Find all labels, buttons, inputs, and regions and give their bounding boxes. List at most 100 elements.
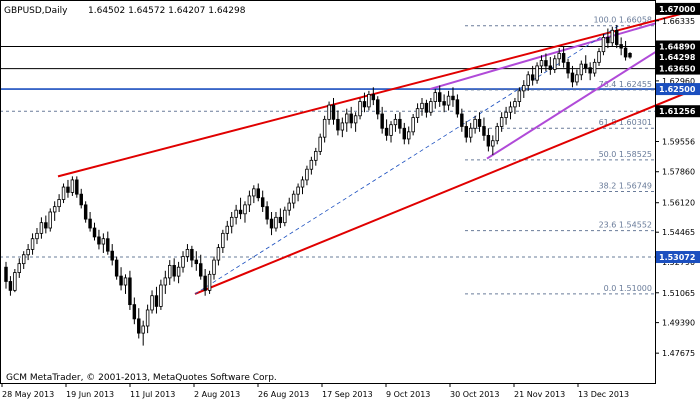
fib-label-0: 100.0 1.66058 (593, 16, 652, 25)
candle-body (274, 216, 278, 229)
candle-body (393, 118, 398, 126)
candle-body (614, 29, 619, 45)
candle-body (601, 37, 606, 53)
candle-body (468, 127, 473, 138)
candle-body (353, 115, 358, 124)
candle-body (26, 248, 30, 256)
fib-label-4: 38.2 1.56749 (599, 182, 652, 191)
candle-body (119, 275, 123, 286)
candle-body (83, 204, 88, 220)
candle-body (606, 37, 610, 44)
time-tick-label: 19 Jun 2013 (66, 390, 114, 399)
candle-body (486, 134, 491, 147)
candle-body (504, 111, 508, 118)
candle-body (473, 118, 477, 129)
candle-body (513, 101, 517, 108)
candle-body (460, 113, 464, 127)
candle-body (548, 65, 553, 70)
candle-body (137, 318, 141, 334)
candle-body (114, 259, 119, 277)
candle-body (30, 238, 35, 250)
candle-body (260, 197, 265, 208)
candle-body (557, 53, 561, 60)
price-tick-label: 1.57860 (662, 168, 695, 177)
candle-body (566, 61, 570, 74)
candle-body (168, 265, 172, 279)
candles (4, 24, 632, 346)
candle-body (141, 325, 145, 334)
price-label-text: 1.64298 (659, 53, 696, 62)
candle-body (154, 295, 159, 307)
candle-body (482, 126, 486, 136)
candle-body (358, 101, 362, 117)
time-tick-label: 2 Aug 2013 (194, 390, 240, 399)
time-tick-label: 28 May 2013 (2, 390, 54, 399)
candle-body (75, 179, 79, 195)
candle-body (592, 61, 597, 74)
candle-body (39, 222, 44, 234)
candle-body (234, 209, 238, 218)
candle-body (176, 266, 181, 277)
candle-body (437, 92, 442, 102)
candle-body (535, 65, 539, 81)
price-axis: 1.663351.648901.629601.612551.595561.578… (656, 2, 700, 358)
price-label-text: 1.63650 (659, 65, 696, 74)
candle-body (420, 102, 424, 110)
candle-body (522, 85, 526, 92)
candle-body (446, 95, 451, 106)
candle-body (17, 263, 22, 273)
candle-body (150, 295, 154, 311)
candle-body (252, 188, 256, 197)
candle-body (128, 277, 132, 306)
price-label-text: 1.61256 (659, 107, 696, 116)
candle-body (243, 204, 247, 215)
candle-body (44, 222, 48, 229)
candle-body (318, 136, 322, 152)
copyright-label: GCM MetaTrader, © 2001-2013, MetaQuotes … (6, 373, 277, 383)
price-tick-label: 1.59556 (662, 138, 695, 147)
candle-body (327, 104, 331, 120)
price-label-box (656, 83, 700, 96)
time-tick-label: 21 Nov 2013 (514, 390, 565, 399)
candle-body (371, 94, 376, 101)
candle-body (349, 113, 353, 124)
candle-body (57, 199, 61, 208)
candle-body (198, 263, 203, 277)
candle-body (424, 102, 429, 113)
candle-body (132, 304, 137, 320)
fib-label-2: 61.8 1.60301 (599, 118, 652, 127)
candle-body (455, 99, 460, 115)
candle-body (628, 53, 632, 58)
candle-body (190, 248, 194, 261)
ohlc-label: 1.64502 1.64572 1.64207 1.64298 (88, 6, 246, 16)
price-label-text: 1.62500 (659, 85, 696, 94)
candle-body (411, 117, 415, 133)
plot-frame (0, 0, 656, 384)
price-label-box (656, 251, 700, 264)
candle-body (464, 126, 468, 138)
candle-body (70, 179, 75, 193)
candle-body (415, 108, 420, 118)
fibonacci-levels: 100.0 1.66058 76.4 1.62455 61.8 1.60301 50.… (465, 16, 655, 295)
candle-body (588, 67, 592, 74)
candle-body (203, 275, 207, 291)
candle-body (406, 131, 411, 140)
candle-body (296, 186, 300, 195)
candle-body (309, 159, 314, 170)
price-label-text: 1.67000 (659, 5, 696, 14)
candle-body (265, 206, 269, 220)
candle-body (508, 106, 513, 113)
candle-body (433, 92, 438, 102)
candle-body (610, 29, 615, 44)
candle-body (442, 101, 446, 106)
candle-body (380, 113, 384, 129)
candle-body (561, 53, 566, 63)
candle-body (283, 209, 287, 224)
fib-label-3: 50.0 1.58525 (599, 150, 652, 159)
horizontal-levels (0, 45, 655, 258)
candle-body (145, 309, 150, 327)
candle-body (376, 99, 380, 115)
price-tick-label: 1.49390 (662, 319, 695, 328)
candle-body (451, 95, 455, 101)
